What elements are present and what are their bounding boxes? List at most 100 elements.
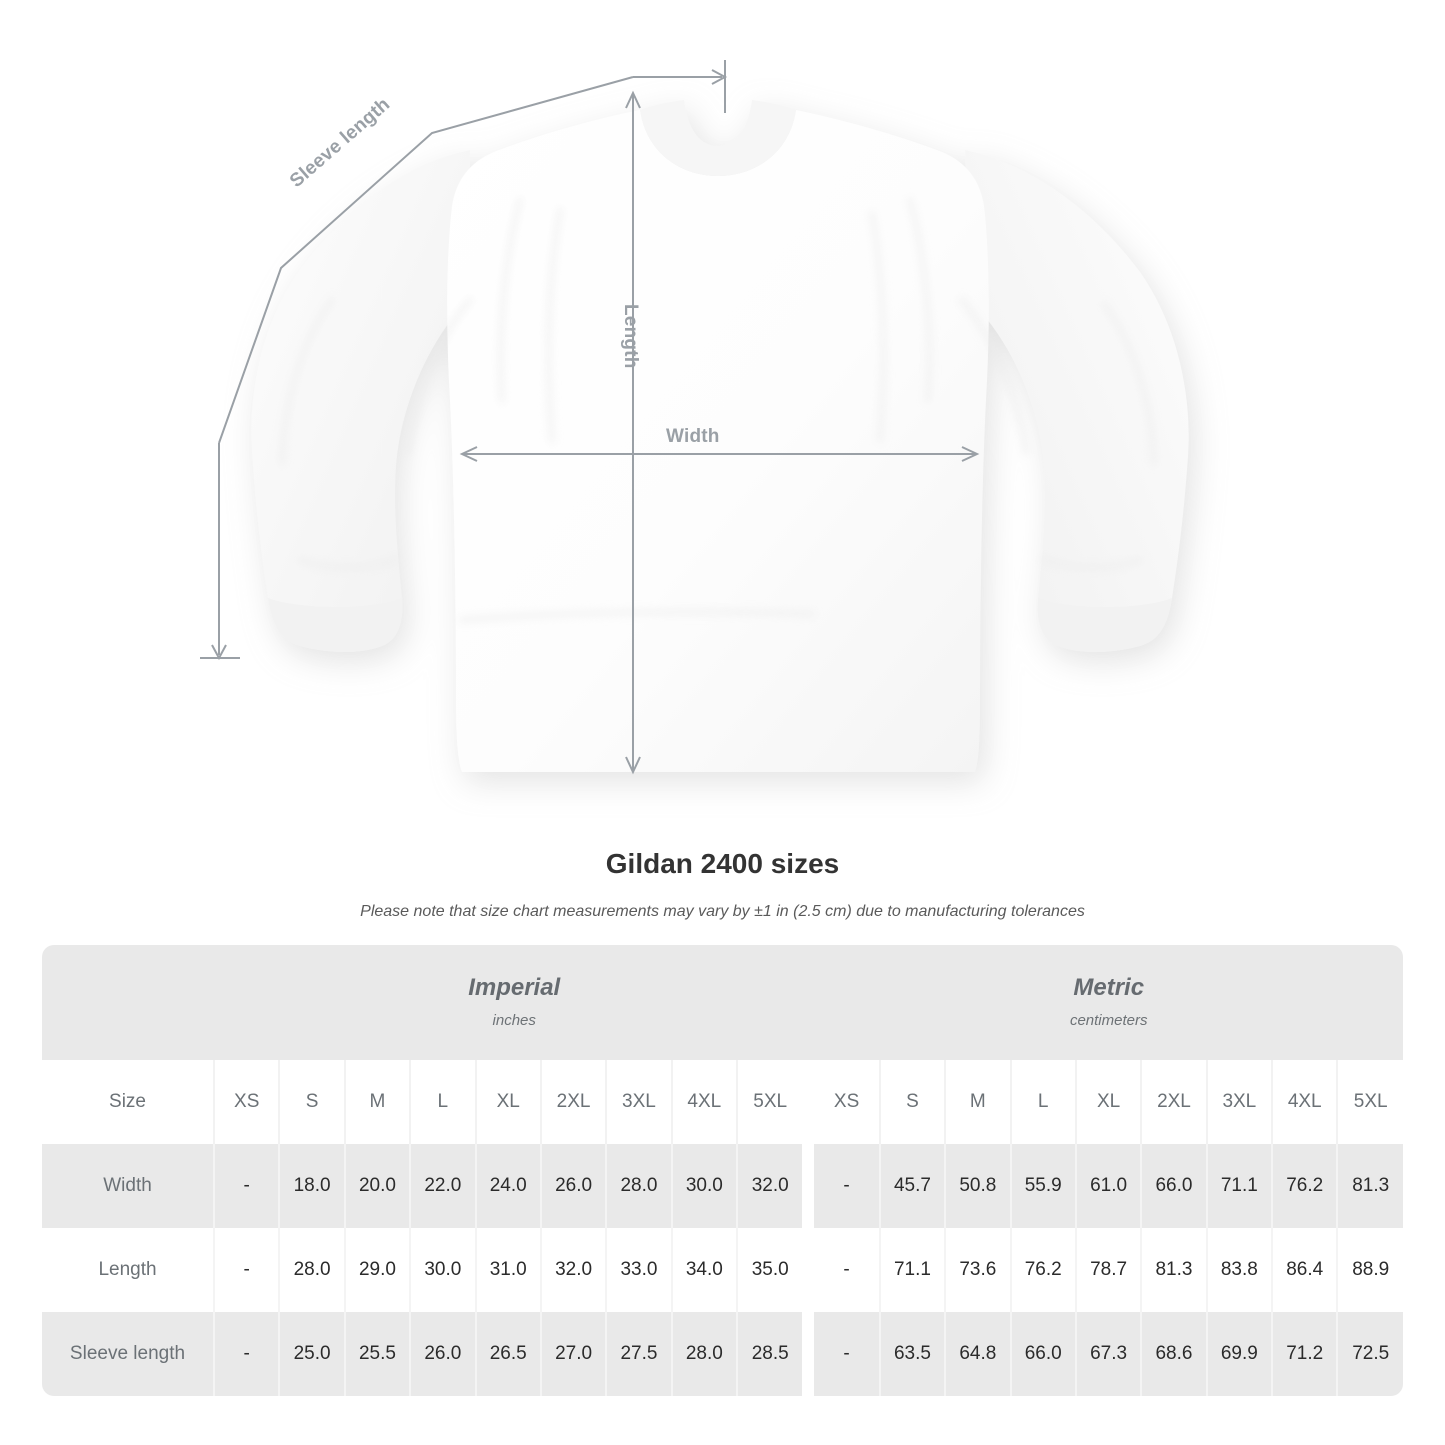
unit-group-title: Metric (1073, 973, 1145, 1001)
cell-metric-m: 73.6 (944, 1228, 1011, 1312)
cell-metric-3xl: 69.9 (1205, 1312, 1273, 1396)
fabric-folds (278, 196, 1158, 624)
cell-metric-5xl: 72.5 (1336, 1312, 1403, 1396)
column-header-imperial-5xl: 5XL (736, 1060, 803, 1144)
tolerance-note: Please note that size chart measurements… (360, 903, 1085, 920)
unit-group-separator (802, 1144, 815, 1228)
row-label-sleeve-length: Sleeve length (42, 1312, 215, 1396)
cell-imperial-xl: 24.0 (474, 1144, 541, 1228)
column-header-metric-4xl: 4XL (1271, 1060, 1338, 1144)
unit-group-title: Imperial (468, 973, 561, 1001)
cell-metric-2xl: 66.0 (1140, 1144, 1207, 1228)
column-header-imperial-2xl: 2XL (539, 1060, 607, 1144)
column-header-imperial-xl: XL (474, 1060, 541, 1144)
unit-group-row: Imperial inches Metric centimeters (42, 945, 1403, 1060)
size-header-row: Size XS S M L XL 2XL 3XL 4XL 5XL XS S M L XL 2XL 3XL 4XL 5… (42, 1060, 1403, 1144)
cell-imperial-4xl: 34.0 (670, 1228, 738, 1312)
cell-imperial-l: 30.0 (409, 1228, 476, 1312)
column-header-metric-xl: XL (1074, 1060, 1142, 1144)
cell-metric-l: 55.9 (1009, 1144, 1076, 1228)
cell-imperial-s: 28.0 (278, 1228, 345, 1312)
column-header-imperial-xs: XS (213, 1060, 280, 1144)
cell-imperial-s: 25.0 (278, 1312, 345, 1396)
cell-imperial-5xl: 35.0 (736, 1228, 803, 1312)
unit-group-separator (802, 1060, 815, 1144)
cell-metric-m: 50.8 (944, 1144, 1011, 1228)
cell-imperial-5xl: 32.0 (736, 1144, 803, 1228)
cell-metric-xs: - (814, 1228, 880, 1312)
cell-imperial-m: 25.5 (343, 1312, 411, 1396)
length-dimension (625, 90, 641, 775)
unit-group-metric: Metric centimeters (814, 945, 1403, 1060)
unit-group-subtitle: inches (492, 1011, 536, 1029)
cell-metric-4xl: 71.2 (1271, 1312, 1338, 1396)
cell-imperial-3xl: 33.0 (605, 1228, 672, 1312)
cell-metric-xl: 78.7 (1074, 1228, 1142, 1312)
cell-metric-xs: - (814, 1144, 880, 1228)
title-block: Gildan 2400 sizes Please note that size … (0, 845, 1445, 923)
cell-metric-2xl: 68.6 (1140, 1312, 1207, 1396)
table-row: Length -28.0 29.0 30.0 31.0 32.0 33.0 34.0 35.0-… (42, 1228, 1403, 1312)
cell-metric-s: 71.1 (878, 1228, 946, 1312)
cell-imperial-xs: - (213, 1144, 280, 1228)
column-header-metric-m: M (944, 1060, 1011, 1144)
cell-imperial-4xl: 30.0 (670, 1144, 738, 1228)
cell-metric-xs: - (814, 1312, 880, 1396)
cell-imperial-2xl: 27.0 (539, 1312, 607, 1396)
column-header-metric-5xl: 5XL (1336, 1060, 1403, 1144)
cell-metric-3xl: 83.8 (1205, 1228, 1273, 1312)
column-header-imperial-s: S (278, 1060, 345, 1144)
cell-metric-2xl: 81.3 (1140, 1228, 1207, 1312)
column-header-metric-xs: XS (814, 1060, 880, 1144)
column-header-metric-3xl: 3XL (1205, 1060, 1273, 1144)
garment-shape (251, 100, 1189, 772)
size-chart-table: Imperial inches Metric centimeters Size XS S M L… (42, 945, 1403, 1396)
sleeve-length-dimension (200, 60, 728, 661)
cell-imperial-xl: 31.0 (474, 1228, 541, 1312)
column-header-imperial-m: M (343, 1060, 411, 1144)
cell-imperial-l: 22.0 (409, 1144, 476, 1228)
row-label-width: Width (42, 1144, 215, 1228)
cell-metric-l: 66.0 (1009, 1312, 1076, 1396)
column-header-size: Size (42, 1060, 215, 1144)
row-label-length: Length (42, 1228, 215, 1312)
column-header-imperial-4xl: 4XL (670, 1060, 738, 1144)
garment-illustration (200, 60, 1189, 775)
size-chart-table-wrapper: Imperial inches Metric centimeters Size XS S M L… (42, 945, 1403, 1396)
cell-metric-5xl: 81.3 (1336, 1144, 1403, 1228)
unit-group-separator (802, 1312, 815, 1396)
column-header-imperial-3xl: 3XL (605, 1060, 672, 1144)
column-header-metric-l: L (1009, 1060, 1076, 1144)
column-header-metric-2xl: 2XL (1140, 1060, 1207, 1144)
unit-group-subtitle: centimeters (1069, 1011, 1148, 1029)
cell-imperial-xl: 26.5 (474, 1312, 541, 1396)
page-title: Gildan 2400 sizes (605, 848, 840, 879)
cell-imperial-m: 29.0 (343, 1228, 411, 1312)
cell-imperial-4xl: 28.0 (670, 1312, 738, 1396)
cell-imperial-5xl: 28.5 (736, 1312, 803, 1396)
table-row: Width -18.0 20.0 22.0 24.0 26.0 28.0 30.0 32.0-4… (42, 1144, 1403, 1228)
cell-imperial-3xl: 27.5 (605, 1312, 672, 1396)
width-label: Width (666, 426, 720, 447)
cell-metric-m: 64.8 (944, 1312, 1011, 1396)
cell-imperial-m: 20.0 (343, 1144, 411, 1228)
cell-imperial-l: 26.0 (409, 1312, 476, 1396)
cell-metric-xl: 61.0 (1074, 1144, 1142, 1228)
dimension-lines (200, 60, 980, 775)
cell-metric-4xl: 76.2 (1271, 1144, 1338, 1228)
cell-imperial-xs: - (213, 1312, 280, 1396)
garment-diagram: Sleeve length Length Width (200, 60, 1189, 775)
cell-metric-4xl: 86.4 (1271, 1228, 1338, 1312)
cell-metric-3xl: 71.1 (1205, 1144, 1273, 1228)
cell-metric-5xl: 88.9 (1336, 1228, 1403, 1312)
unit-row-spacer (42, 945, 215, 1060)
cell-imperial-3xl: 28.0 (605, 1144, 672, 1228)
unit-group-imperial: Imperial inches (214, 945, 815, 1060)
sleeve-cuffs (268, 598, 1172, 652)
cell-metric-s: 45.7 (878, 1144, 946, 1228)
column-header-imperial-l: L (409, 1060, 476, 1144)
cell-imperial-2xl: 32.0 (539, 1228, 607, 1312)
length-label: Length (620, 304, 641, 369)
cell-imperial-s: 18.0 (278, 1144, 345, 1228)
unit-group-separator (802, 1228, 815, 1312)
